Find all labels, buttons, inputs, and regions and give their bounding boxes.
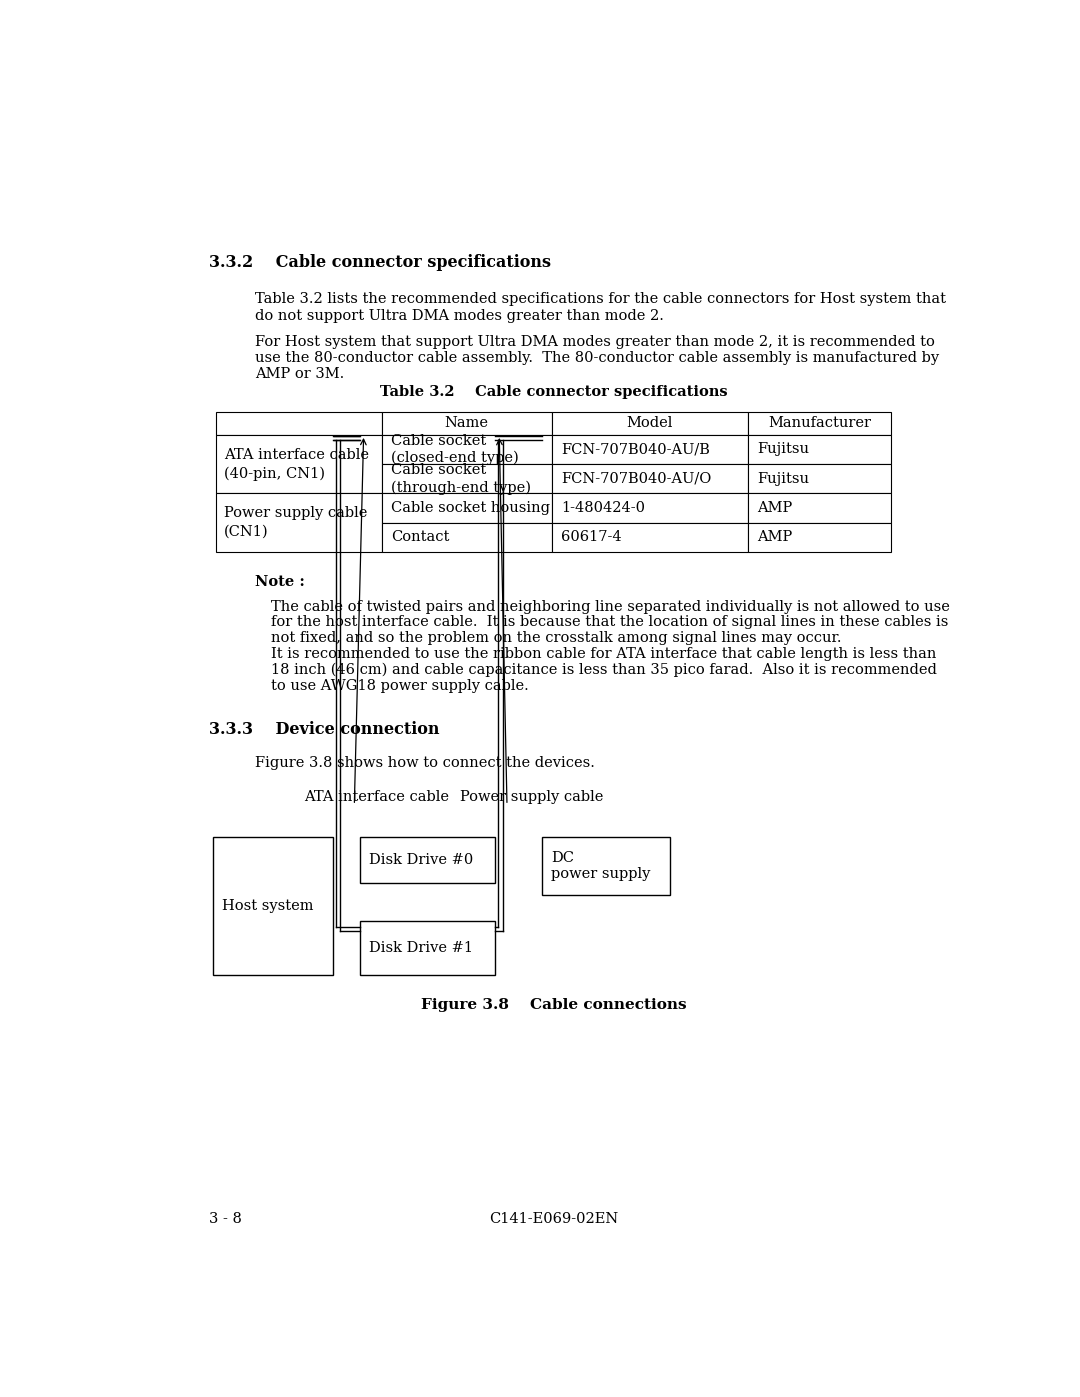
Bar	[382, 434, 552, 464]
Bar	[216, 434, 382, 493]
Text: 3.3.2    Cable connector specifications: 3.3.2 Cable connector specifications	[208, 254, 551, 271]
Bar	[748, 493, 891, 522]
Bar	[748, 412, 891, 434]
Bar	[552, 434, 748, 464]
Text: Model: Model	[626, 416, 673, 430]
Text: Power supply cable: Power supply cable	[460, 789, 604, 803]
Text: ATA interface cable: ATA interface cable	[303, 789, 449, 803]
Text: It is recommended to use the ribbon cable for ATA interface that cable length is: It is recommended to use the ribbon cabl…	[271, 647, 936, 661]
Bar	[360, 837, 496, 883]
Text: FCN-707B040-AU/O: FCN-707B040-AU/O	[561, 472, 712, 486]
Bar	[552, 493, 748, 522]
Text: ATA interface cable
(40-pin, CN1): ATA interface cable (40-pin, CN1)	[225, 447, 369, 481]
Text: Table 3.2 lists the recommended specifications for the cable connectors for Host: Table 3.2 lists the recommended specific…	[255, 292, 946, 323]
Bar	[552, 412, 748, 434]
Text: Cable socket housing: Cable socket housing	[391, 502, 551, 515]
Bar	[748, 434, 891, 464]
Text: Table 3.2    Cable connector specifications: Table 3.2 Cable connector specifications	[380, 384, 727, 398]
Text: FCN-707B040-AU/B: FCN-707B040-AU/B	[561, 443, 710, 457]
Text: DC
power supply: DC power supply	[551, 851, 650, 880]
Text: to use AWG18 power supply cable.: to use AWG18 power supply cable.	[271, 679, 528, 693]
Bar	[382, 412, 552, 434]
Bar	[552, 464, 748, 493]
Text: not fixed, and so the problem on the crosstalk among signal lines may occur.: not fixed, and so the problem on the cro…	[271, 631, 841, 645]
Text: Disk Drive #1: Disk Drive #1	[369, 942, 473, 956]
Text: C141-E069-02EN: C141-E069-02EN	[489, 1213, 618, 1227]
Text: 18 inch (46 cm) and cable capacitance is less than 35 pico farad.  Also it is re: 18 inch (46 cm) and cable capacitance is…	[271, 662, 936, 678]
Bar	[360, 922, 496, 975]
Bar	[216, 493, 382, 552]
Text: Name: Name	[445, 416, 489, 430]
Bar	[552, 522, 748, 552]
Text: Fujitsu: Fujitsu	[757, 472, 809, 486]
Text: 60617-4: 60617-4	[561, 531, 621, 545]
Text: 1-480424-0: 1-480424-0	[561, 502, 645, 515]
Text: Figure 3.8    Cable connections: Figure 3.8 Cable connections	[421, 999, 686, 1013]
Text: Cable socket
(through-end type): Cable socket (through-end type)	[391, 462, 531, 495]
Text: The cable of twisted pairs and neighboring line separated individually is not al: The cable of twisted pairs and neighbori…	[271, 599, 949, 613]
Bar	[213, 837, 333, 975]
Text: for the host interface cable.  It is because that the location of signal lines i: for the host interface cable. It is beca…	[271, 616, 948, 630]
Bar	[382, 522, 552, 552]
Text: Note :: Note :	[255, 576, 305, 590]
Bar	[748, 522, 891, 552]
Text: Fujitsu: Fujitsu	[757, 443, 809, 457]
Text: Disk Drive #0: Disk Drive #0	[369, 854, 473, 868]
Text: Cable socket
(closed-end type): Cable socket (closed-end type)	[391, 433, 519, 465]
Text: AMP: AMP	[757, 502, 793, 515]
Text: Host system: Host system	[221, 900, 313, 914]
Text: For Host system that support Ultra DMA modes greater than mode 2, it is recommen: For Host system that support Ultra DMA m…	[255, 335, 940, 381]
Text: Manufacturer: Manufacturer	[768, 416, 870, 430]
Bar	[382, 493, 552, 522]
Bar	[748, 464, 891, 493]
Text: Contact: Contact	[391, 531, 449, 545]
Text: Power supply cable
(CN1): Power supply cable (CN1)	[225, 506, 367, 539]
Text: Figure 3.8 shows how to connect the devices.: Figure 3.8 shows how to connect the devi…	[255, 756, 595, 770]
Bar	[216, 412, 382, 434]
Text: 3 - 8: 3 - 8	[208, 1213, 242, 1227]
Bar	[382, 464, 552, 493]
Bar	[542, 837, 670, 894]
Text: AMP: AMP	[757, 531, 793, 545]
Text: 3.3.3    Device connection: 3.3.3 Device connection	[208, 721, 440, 738]
